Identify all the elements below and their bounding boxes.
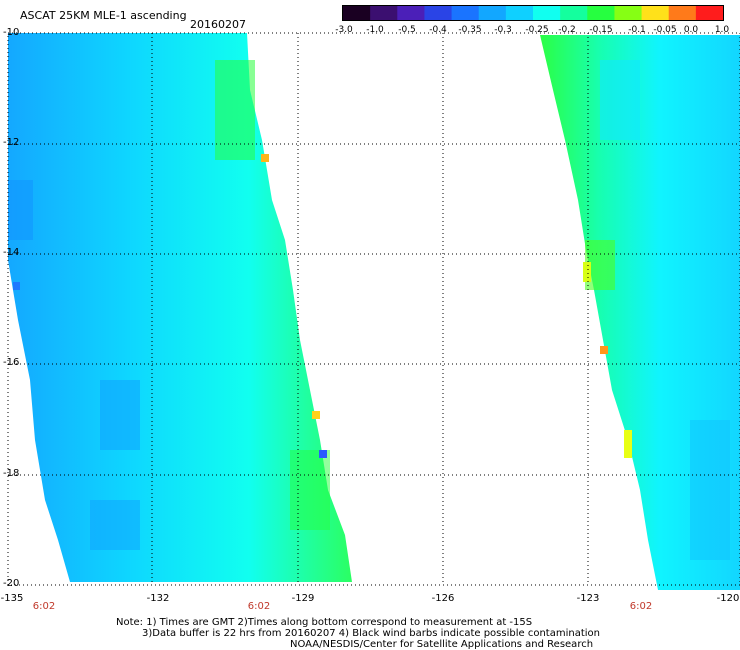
time-label: 6:02 xyxy=(32,601,56,612)
colorbar-segment xyxy=(397,6,425,20)
footnote-credit: NOAA/NESDIS/Center for Satellite Applica… xyxy=(290,639,594,650)
colorbar-label: -0.4 xyxy=(429,25,447,35)
colorbar-label: 0.0 xyxy=(683,25,699,35)
colorbar-label: -0.15 xyxy=(589,25,613,35)
colorbar-segment xyxy=(424,6,453,20)
colorbar-segment xyxy=(478,6,507,20)
map-frame xyxy=(7,32,740,586)
footnote-line-2: 3)Data buffer is 22 hrs from 20160207 4)… xyxy=(142,628,600,639)
graticule xyxy=(8,32,740,585)
colorbar-label: -0.2 xyxy=(558,25,576,35)
colorbar-label: -0.25 xyxy=(525,25,549,35)
lat-label: -20 xyxy=(3,578,20,589)
colorbar-label: -0.1 xyxy=(628,25,646,35)
map-title: ASCAT 25KM MLE-1 ascending xyxy=(20,9,187,22)
colorbar-label: -0.3 xyxy=(494,25,512,35)
colorbar xyxy=(342,5,724,21)
swath-right xyxy=(540,35,740,590)
time-label: 6:02 xyxy=(629,601,653,612)
colorbar-segment xyxy=(641,6,670,20)
data-cell xyxy=(583,262,591,282)
lat-label: -10 xyxy=(3,27,20,38)
footnote-line-1: Note: 1) Times are GMT 2)Times along bot… xyxy=(116,617,533,628)
lat-label: -14 xyxy=(3,247,20,258)
colorbar-segment xyxy=(587,6,615,20)
lat-label: -18 xyxy=(3,468,20,479)
colorbar-segment xyxy=(343,6,371,20)
lon-label: -129 xyxy=(291,593,315,604)
colorbar-segment xyxy=(614,6,643,20)
colorbar-label: 1.0 xyxy=(714,25,730,35)
scatterometer-map xyxy=(7,32,740,590)
data-cell xyxy=(261,154,269,162)
colorbar-label: -3.0 xyxy=(335,25,353,35)
colorbar-segment xyxy=(533,6,561,20)
colorbar-segment xyxy=(451,6,480,20)
data-cell xyxy=(13,282,20,290)
lon-label: -123 xyxy=(576,593,600,604)
lon-label: -120 xyxy=(716,593,740,604)
lon-label: -126 xyxy=(431,593,455,604)
colorbar-label: -1.0 xyxy=(366,25,384,35)
time-label: 6:02 xyxy=(247,601,271,612)
data-cell xyxy=(312,411,320,419)
colorbar-segment xyxy=(695,6,723,20)
swath-left xyxy=(8,33,352,582)
colorbar-segment xyxy=(560,6,588,20)
colorbar-label: -0.05 xyxy=(653,25,677,35)
map-date: 20160207 xyxy=(190,18,246,31)
colorbar-segment xyxy=(505,6,534,20)
lat-label: -12 xyxy=(3,137,20,148)
lon-label: -132 xyxy=(146,593,170,604)
colorbar-segment xyxy=(370,6,398,20)
data-cell xyxy=(600,346,608,354)
colorbar-segment xyxy=(668,6,697,20)
data-cell xyxy=(319,450,327,458)
lat-label: -16 xyxy=(3,357,20,368)
data-cell xyxy=(624,430,632,458)
lon-label: -135 xyxy=(0,593,24,604)
colorbar-label: -0.5 xyxy=(398,25,416,35)
colorbar-label: -0.35 xyxy=(458,25,482,35)
